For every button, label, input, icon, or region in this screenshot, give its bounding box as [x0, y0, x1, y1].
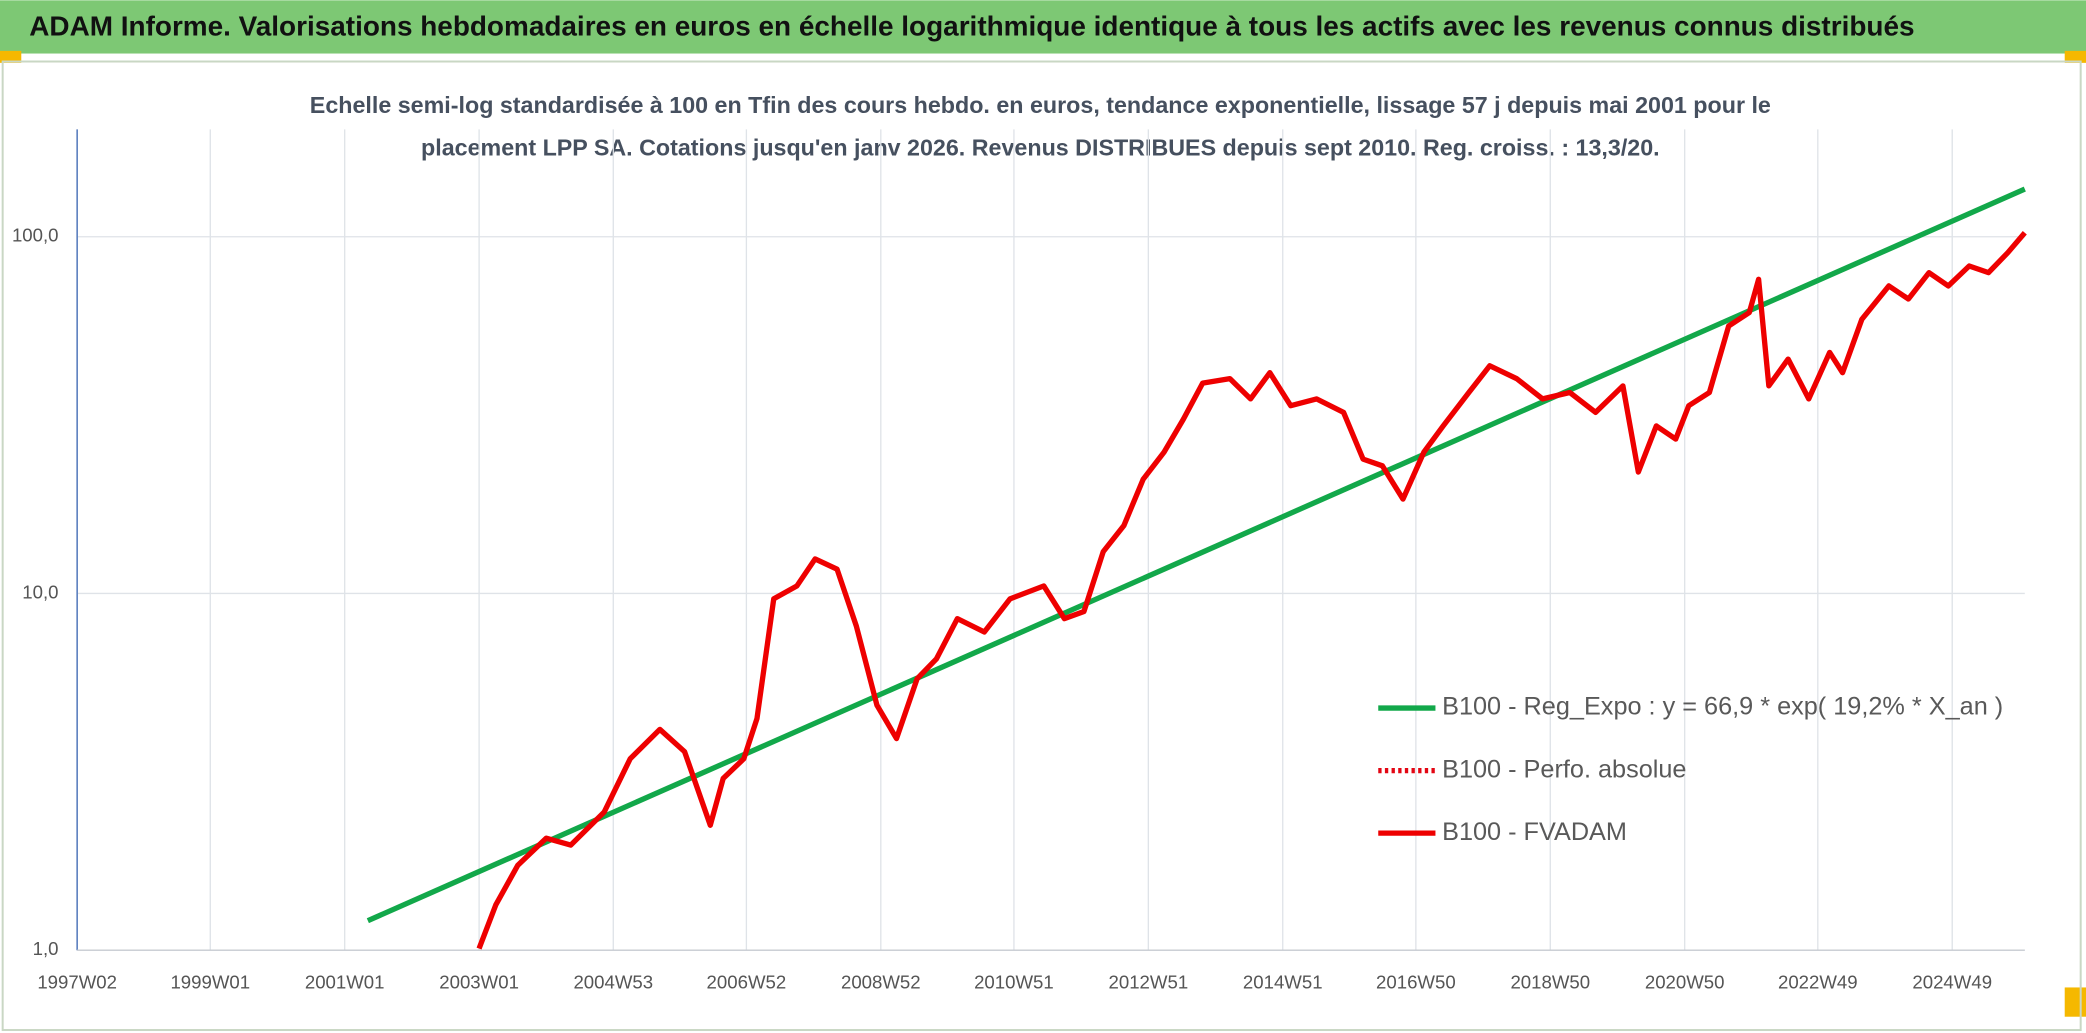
chart-title: placement LPP SA. Cotations jusqu'en jan…: [421, 134, 1660, 160]
legend-label: B100 - Reg_Expo : y = 66,9 * exp( 19,2% …: [1442, 693, 2003, 721]
x-tick-label: 2024W49: [1912, 971, 1992, 992]
corner-mark: [2064, 987, 2086, 1017]
x-tick-label: 2018W50: [1510, 971, 1590, 992]
x-tick-label: 2003W01: [439, 971, 519, 992]
x-tick-label: 2014W51: [1243, 971, 1323, 992]
x-tick-label: 1999W01: [170, 971, 250, 992]
x-tick-label: 2004W53: [573, 971, 653, 992]
x-tick-label: 2010W51: [974, 971, 1054, 992]
page-title: ADAM Informe. Valorisations hebdomadaire…: [29, 11, 1914, 42]
x-tick-label: 2006W52: [707, 971, 787, 992]
legend-label: B100 - FVADAM: [1442, 818, 1627, 846]
x-tick-label: 1997W02: [37, 971, 117, 992]
x-tick-label: 2001W01: [305, 971, 385, 992]
x-tick-label: 2012W51: [1109, 971, 1189, 992]
header-bar: [0, 0, 2086, 54]
corner-mark: [2064, 50, 2086, 63]
y-tick-label: 1,0: [33, 938, 59, 959]
chart-frame: [1, 60, 2082, 1032]
y-tick-label: 10,0: [22, 581, 58, 602]
x-tick-label: 2020W50: [1645, 971, 1725, 992]
series-line: [476, 231, 2027, 950]
chart-title: Echelle semi-log standardisée à 100 en T…: [310, 92, 1771, 118]
x-tick-label: 2016W50: [1376, 971, 1456, 992]
legend-label: B100 - Perfo. absolue: [1442, 755, 1686, 783]
corner-mark: [0, 50, 22, 63]
x-tick-label: 2008W52: [841, 971, 921, 992]
y-tick-label: 100,0: [12, 225, 59, 246]
x-tick-label: 2022W49: [1778, 971, 1858, 992]
